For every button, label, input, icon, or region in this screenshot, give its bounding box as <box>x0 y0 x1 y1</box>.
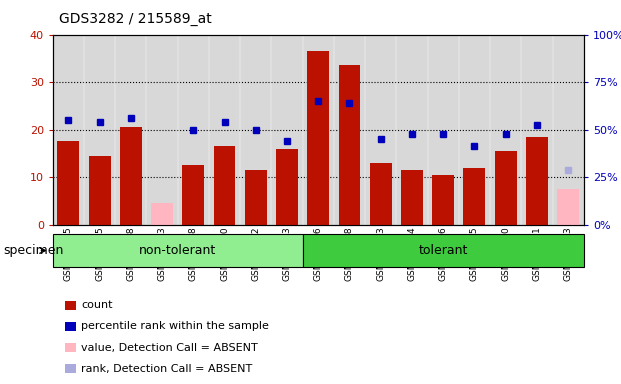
Bar <box>495 151 517 225</box>
Bar <box>58 141 79 225</box>
Bar <box>245 170 267 225</box>
Bar <box>432 175 454 225</box>
Text: non-tolerant: non-tolerant <box>139 244 216 257</box>
Text: value, Detection Call = ABSENT: value, Detection Call = ABSENT <box>81 343 258 353</box>
Text: percentile rank within the sample: percentile rank within the sample <box>81 321 270 331</box>
Bar <box>338 65 360 225</box>
Text: rank, Detection Call = ABSENT: rank, Detection Call = ABSENT <box>81 364 253 374</box>
Bar <box>369 163 392 225</box>
Bar <box>302 234 584 267</box>
Bar <box>401 170 423 225</box>
Bar <box>183 165 204 225</box>
Bar <box>276 149 298 225</box>
Text: specimen: specimen <box>3 244 63 257</box>
Text: tolerant: tolerant <box>419 244 468 257</box>
Bar <box>120 127 142 225</box>
Text: count: count <box>81 300 113 310</box>
Bar <box>307 51 329 225</box>
Bar <box>214 146 235 225</box>
Bar <box>151 203 173 225</box>
Bar <box>526 137 548 225</box>
Bar <box>557 189 579 225</box>
Bar <box>89 156 111 225</box>
Bar <box>463 168 486 225</box>
Text: GDS3282 / 215589_at: GDS3282 / 215589_at <box>59 12 212 25</box>
Bar <box>53 234 302 267</box>
